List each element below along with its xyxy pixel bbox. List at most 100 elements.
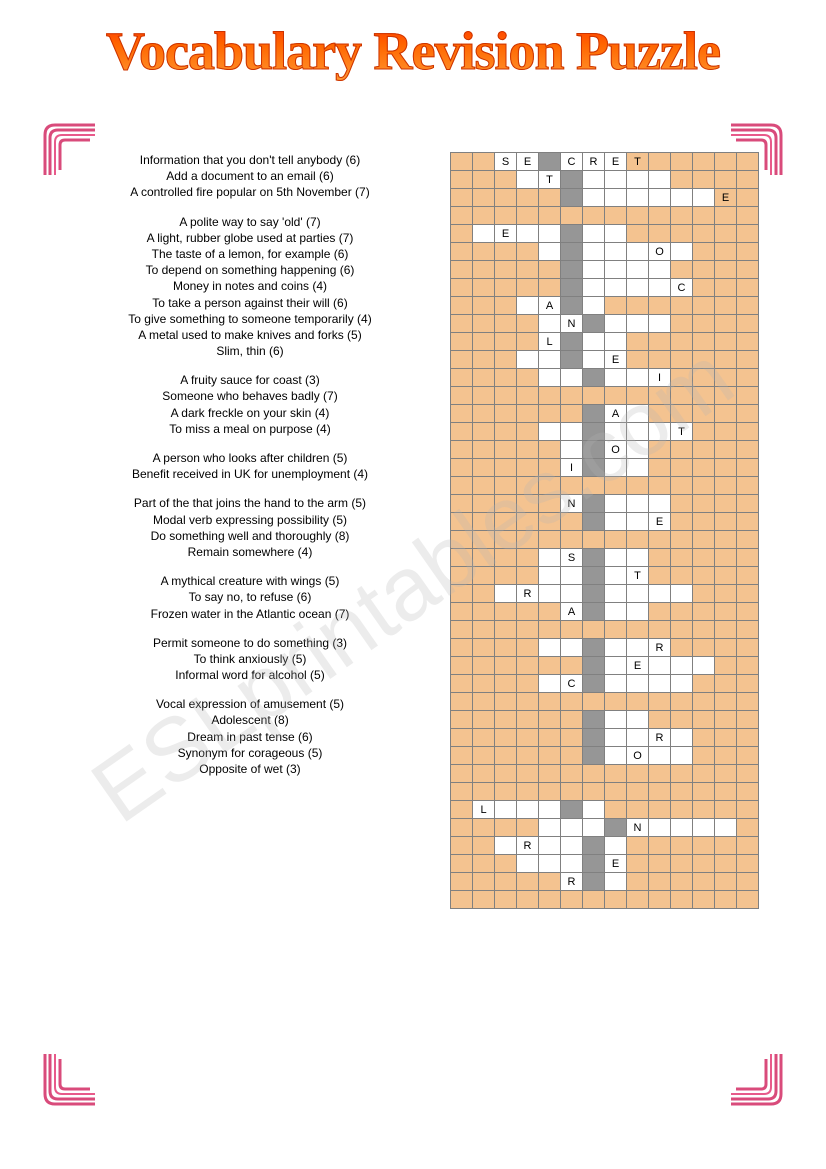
grid-cell[interactable] — [605, 711, 627, 729]
grid-cell[interactable] — [539, 351, 561, 369]
grid-cell[interactable]: A — [561, 603, 583, 621]
grid-cell[interactable] — [649, 819, 671, 837]
grid-cell[interactable] — [649, 315, 671, 333]
grid-cell[interactable] — [605, 171, 627, 189]
grid-cell[interactable]: C — [671, 279, 693, 297]
grid-cell[interactable] — [605, 243, 627, 261]
grid-cell[interactable] — [605, 495, 627, 513]
grid-cell[interactable] — [561, 567, 583, 585]
grid-cell[interactable] — [605, 603, 627, 621]
grid-cell[interactable] — [539, 675, 561, 693]
grid-cell[interactable] — [561, 369, 583, 387]
grid-cell[interactable] — [627, 261, 649, 279]
grid-cell[interactable] — [605, 837, 627, 855]
grid-cell[interactable] — [671, 657, 693, 675]
grid-cell[interactable] — [627, 243, 649, 261]
grid-cell[interactable] — [649, 747, 671, 765]
grid-cell[interactable] — [583, 261, 605, 279]
grid-cell[interactable] — [495, 801, 517, 819]
grid-cell[interactable] — [539, 819, 561, 837]
grid-cell[interactable] — [517, 225, 539, 243]
grid-cell[interactable] — [671, 585, 693, 603]
grid-cell[interactable] — [539, 423, 561, 441]
grid-cell[interactable] — [561, 837, 583, 855]
grid-cell[interactable] — [517, 297, 539, 315]
grid-cell[interactable] — [583, 333, 605, 351]
grid-cell[interactable]: O — [627, 747, 649, 765]
grid-cell[interactable] — [649, 279, 671, 297]
grid-cell[interactable] — [561, 423, 583, 441]
grid-cell[interactable] — [583, 279, 605, 297]
grid-cell[interactable] — [627, 315, 649, 333]
grid-cell[interactable] — [627, 729, 649, 747]
grid-cell[interactable] — [605, 261, 627, 279]
grid-cell[interactable] — [605, 567, 627, 585]
grid-cell[interactable] — [671, 243, 693, 261]
grid-cell[interactable]: R — [583, 153, 605, 171]
grid-cell[interactable] — [671, 675, 693, 693]
grid-cell[interactable]: N — [561, 495, 583, 513]
grid-cell[interactable]: T — [671, 423, 693, 441]
grid-cell[interactable] — [539, 639, 561, 657]
grid-cell[interactable]: E — [605, 855, 627, 873]
grid-cell[interactable] — [583, 171, 605, 189]
grid-cell[interactable]: T — [539, 171, 561, 189]
grid-cell[interactable] — [693, 657, 715, 675]
grid-cell[interactable]: T — [627, 567, 649, 585]
grid-cell[interactable] — [671, 819, 693, 837]
grid-cell[interactable] — [649, 189, 671, 207]
grid-cell[interactable] — [627, 441, 649, 459]
grid-cell[interactable]: R — [649, 639, 671, 657]
grid-cell[interactable]: S — [561, 549, 583, 567]
grid-cell[interactable] — [539, 837, 561, 855]
grid-cell[interactable]: A — [605, 405, 627, 423]
grid-cell[interactable]: E — [649, 513, 671, 531]
grid-cell[interactable] — [671, 189, 693, 207]
grid-cell[interactable] — [561, 585, 583, 603]
grid-cell[interactable]: S — [495, 153, 517, 171]
grid-cell[interactable] — [605, 189, 627, 207]
grid-cell[interactable] — [605, 315, 627, 333]
grid-cell[interactable] — [715, 819, 737, 837]
grid-cell[interactable] — [517, 351, 539, 369]
grid-cell[interactable] — [627, 711, 649, 729]
grid-cell[interactable] — [649, 423, 671, 441]
grid-cell[interactable] — [627, 459, 649, 477]
grid-cell[interactable]: C — [561, 153, 583, 171]
grid-cell[interactable] — [583, 819, 605, 837]
grid-cell[interactable]: E — [627, 657, 649, 675]
grid-cell[interactable] — [495, 837, 517, 855]
grid-cell[interactable] — [473, 225, 495, 243]
grid-cell[interactable] — [517, 801, 539, 819]
grid-cell[interactable] — [605, 675, 627, 693]
grid-cell[interactable] — [605, 513, 627, 531]
grid-cell[interactable] — [627, 549, 649, 567]
grid-cell[interactable] — [627, 405, 649, 423]
grid-cell[interactable] — [561, 441, 583, 459]
grid-cell[interactable] — [627, 675, 649, 693]
grid-cell[interactable]: R — [517, 585, 539, 603]
grid-cell[interactable] — [605, 423, 627, 441]
grid-cell[interactable] — [693, 189, 715, 207]
grid-cell[interactable] — [539, 225, 561, 243]
grid-cell[interactable] — [605, 279, 627, 297]
grid-cell[interactable] — [561, 855, 583, 873]
grid-cell[interactable] — [539, 801, 561, 819]
grid-cell[interactable]: L — [539, 333, 561, 351]
grid-cell[interactable] — [627, 513, 649, 531]
grid-cell[interactable] — [539, 369, 561, 387]
grid-cell[interactable]: R — [517, 837, 539, 855]
grid-cell[interactable] — [627, 189, 649, 207]
grid-cell[interactable]: N — [561, 315, 583, 333]
grid-cell[interactable] — [539, 585, 561, 603]
grid-cell[interactable] — [671, 729, 693, 747]
grid-cell[interactable] — [561, 819, 583, 837]
grid-cell[interactable] — [627, 495, 649, 513]
grid-cell[interactable] — [583, 801, 605, 819]
grid-cell[interactable] — [605, 549, 627, 567]
grid-cell[interactable] — [627, 603, 649, 621]
grid-cell[interactable] — [627, 171, 649, 189]
grid-cell[interactable] — [561, 639, 583, 657]
grid-cell[interactable]: A — [539, 297, 561, 315]
grid-cell[interactable] — [605, 585, 627, 603]
